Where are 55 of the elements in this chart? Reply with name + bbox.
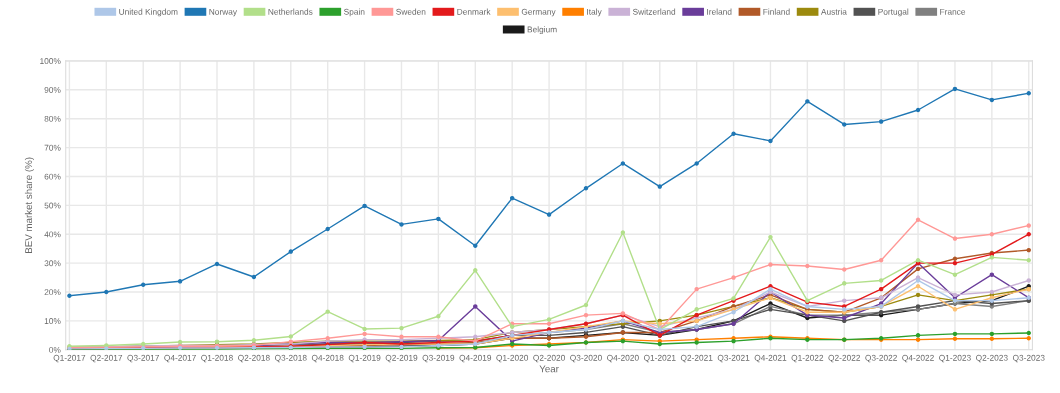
y-tick-label: 60% <box>44 173 61 180</box>
x-tick-label: Q2-2019 <box>385 354 418 363</box>
y-tick-label: 20% <box>44 289 61 296</box>
legend-label: Netherlands <box>268 8 313 15</box>
x-tick-label: Q2-2021 <box>680 354 713 363</box>
legend-label: Ireland <box>707 8 732 15</box>
legend-label: Sweden <box>396 8 426 15</box>
legend-label: Italy <box>587 8 602 17</box>
x-tick-label: Q3-2022 <box>865 354 897 363</box>
x-tick-label: Q1-2020 <box>496 354 529 363</box>
legend-label: Germany <box>521 8 556 17</box>
legend-label: Norway <box>209 8 238 17</box>
x-tick-label: Q2-2017 <box>90 354 123 363</box>
x-tick-label: Q2-2023 <box>976 354 1008 363</box>
x-tick-label: Q1-2022 <box>791 354 824 363</box>
legend-label: France <box>940 8 966 15</box>
x-axis-title: Year <box>539 365 559 373</box>
x-tick-label: Q3-2019 <box>422 354 455 363</box>
x-tick-label: Q3-2020 <box>570 354 602 363</box>
x-tick-label: Q4-2022 <box>902 354 934 363</box>
legend-label: Austria <box>820 8 847 15</box>
x-tick-label: Q3-2017 <box>127 354 159 363</box>
y-tick-label: 10% <box>44 318 61 324</box>
x-tick-label: Q4-2021 <box>754 354 787 363</box>
x-tick-label: Q3-2023 <box>1012 354 1045 363</box>
x-tick-label: Q1-2018 <box>201 354 233 363</box>
x-tick-label: Q2-2022 <box>828 354 861 363</box>
legend-label: Finland <box>763 8 790 15</box>
x-tick-label: Q2-2020 <box>533 354 565 363</box>
x-tick-label: Q1-2019 <box>348 354 381 363</box>
legend-label: Spain <box>344 8 365 17</box>
y-tick-label: 100% <box>40 58 61 65</box>
legend-label: Portugal <box>878 8 909 17</box>
legend-label: United Kingdom <box>119 8 178 17</box>
y-axis-title: BEV market share (%) <box>24 157 34 253</box>
x-tick-label: Q1-2017 <box>53 354 86 363</box>
y-tick-label: 40% <box>44 231 61 238</box>
y-tick-label: 0% <box>49 346 61 353</box>
legend-label: Belgium <box>527 26 557 35</box>
y-tick-label: 50% <box>44 202 61 209</box>
x-tick-label: Q2-2018 <box>238 354 270 363</box>
y-tick-label: 90% <box>44 87 61 93</box>
x-tick-label: Q4-2017 <box>164 354 196 363</box>
x-tick-label: Q3-2021 <box>717 354 750 363</box>
x-tick-label: Q4-2018 <box>311 354 344 363</box>
y-tick-label: 30% <box>44 260 61 267</box>
x-tick-label: Q1-2023 <box>939 354 971 363</box>
legend-label: Denmark <box>457 8 491 15</box>
y-tick-label: 70% <box>44 144 61 151</box>
x-tick-label: Q4-2020 <box>607 354 639 363</box>
x-tick-label: Q4-2019 <box>459 354 492 363</box>
x-tick-label: Q1-2021 <box>643 354 676 363</box>
x-tick-label: Q3-2018 <box>274 354 307 363</box>
y-tick-label: 80% <box>44 115 61 122</box>
legend-label: Switzerland <box>632 8 676 15</box>
